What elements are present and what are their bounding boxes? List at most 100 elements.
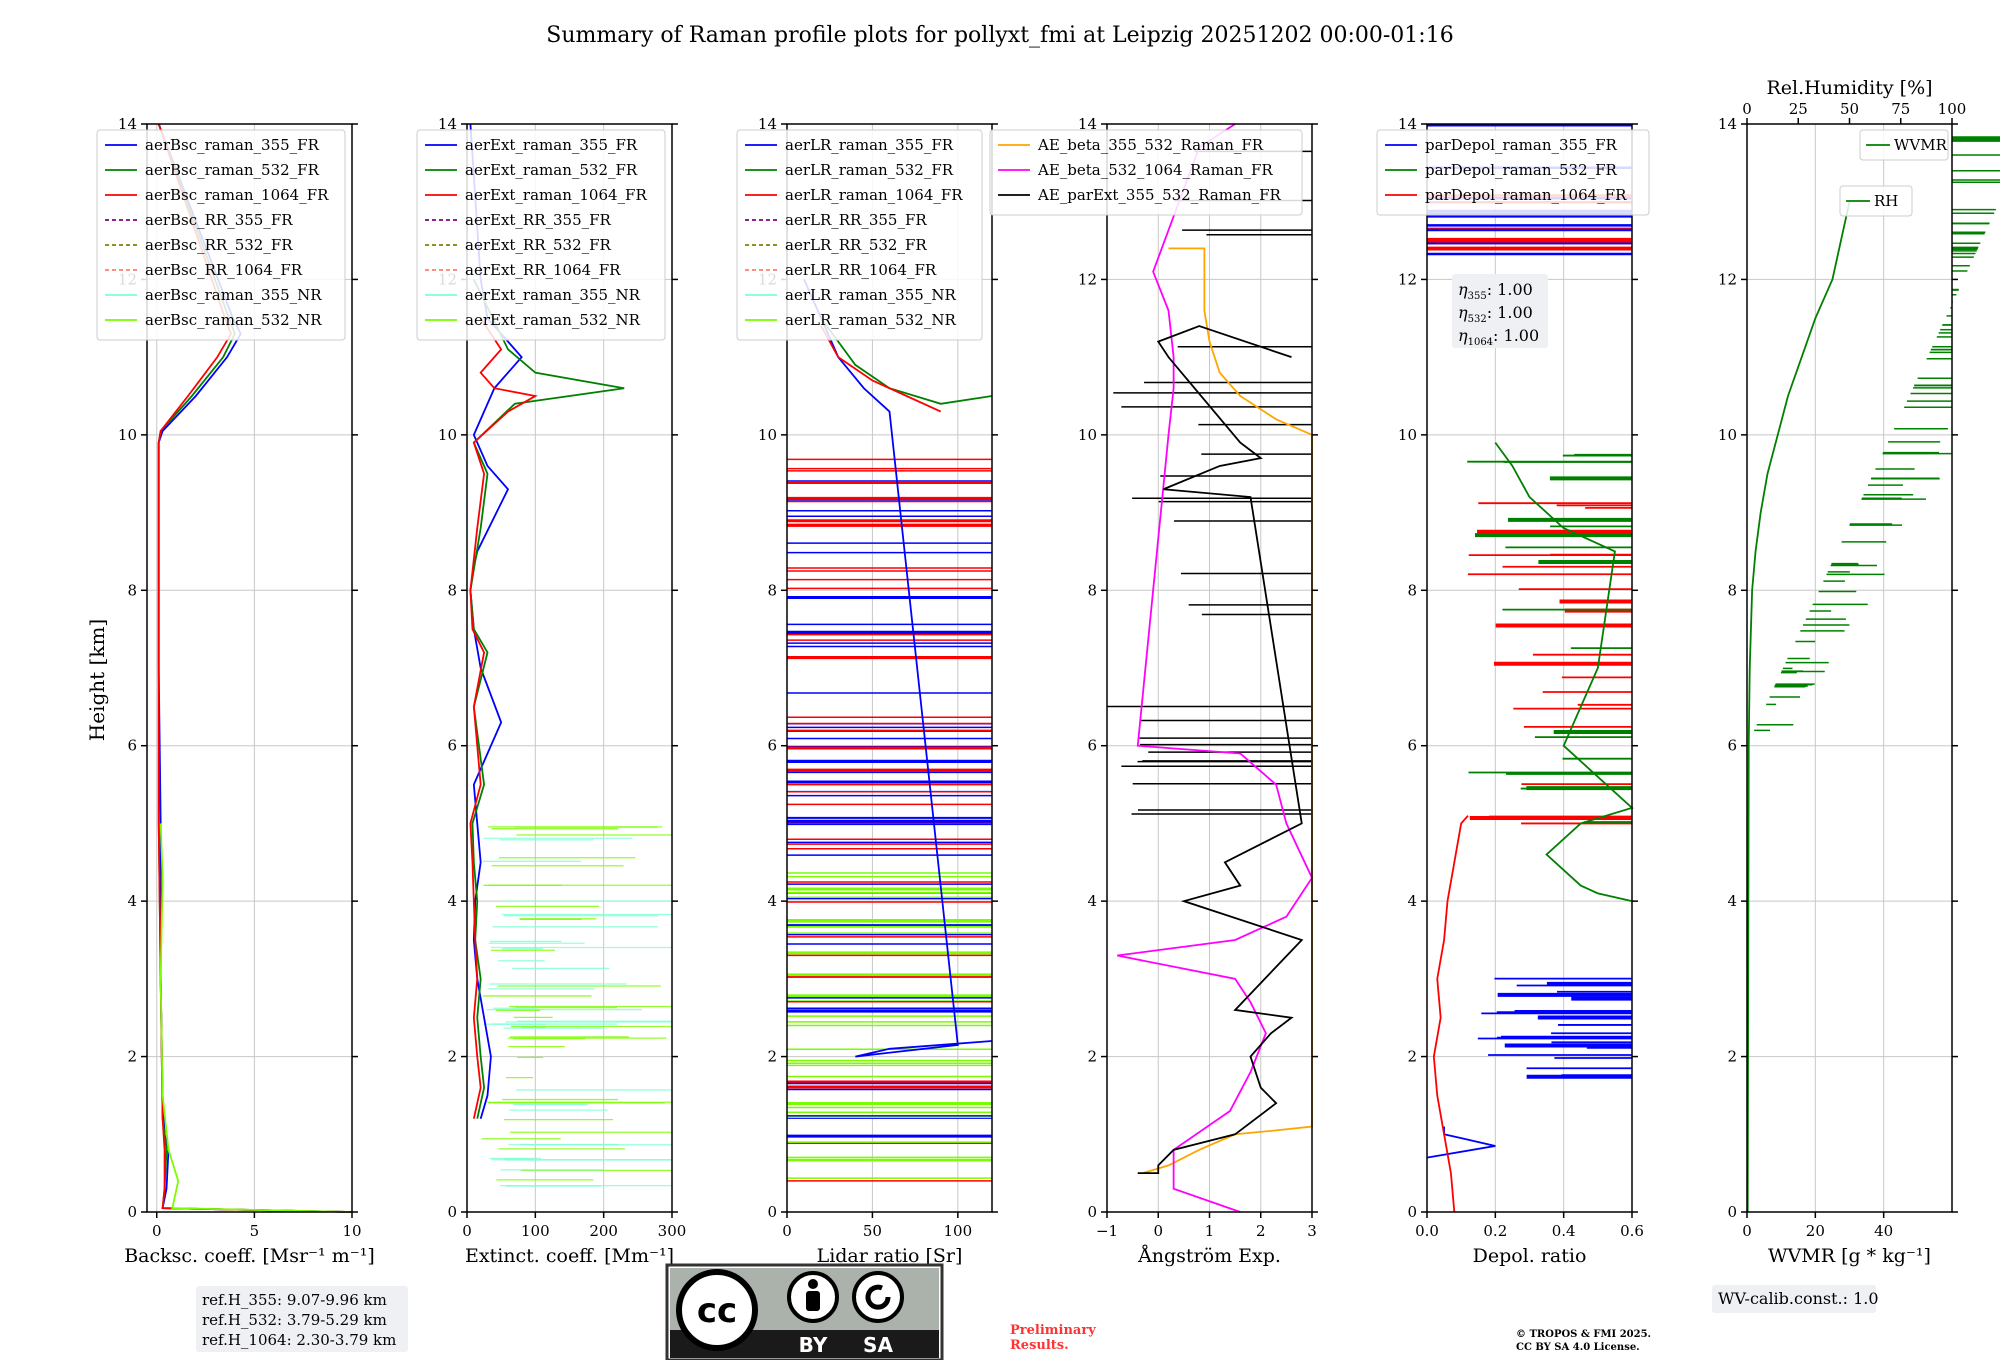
x-tick-label: 0.6 (1620, 1222, 1644, 1240)
y-tick-label: 10 (1398, 426, 1417, 444)
top-x-tick-label: 0 (1742, 100, 1752, 118)
y-tick-label: 2 (1087, 1048, 1097, 1066)
wv-calib-bg (1712, 1285, 1876, 1313)
y-tick-label: 12 (1078, 270, 1097, 288)
x-tick-label: 100 (944, 1222, 973, 1240)
series-parDepol_raman_1064_FR (1432, 815, 1469, 1213)
legend-box (989, 129, 1303, 216)
legend-label: aerExt_raman_355_NR (465, 286, 641, 304)
preliminary-line1: Preliminary (1010, 1323, 1096, 1338)
y-tick-label: 10 (1718, 426, 1737, 444)
legend-label: aerBsc_RR_355_FR (145, 211, 293, 229)
legend-label-rh: RH (1874, 192, 1898, 210)
y-tick-label: 4 (1407, 892, 1417, 910)
legend-label: AE_beta_532_1064_Raman_FR (1037, 161, 1273, 179)
legend-label: parDepol_raman_532_FR (1425, 161, 1618, 179)
y-tick-label: 2 (1727, 1048, 1737, 1066)
y-tick-label: 8 (127, 581, 137, 599)
y-tick-label: 14 (1078, 115, 1097, 133)
y-axis-label: Height [km] (85, 619, 109, 741)
y-tick-label: 12 (1398, 270, 1417, 288)
series-AE_beta_532_1064_Raman_FR (1117, 123, 1314, 1213)
x-axis-label: Depol. ratio (1473, 1245, 1587, 1267)
legend-label: AE_beta_355_532_Raman_FR (1037, 136, 1264, 154)
legend-label: aerExt_RR_1064_FR (465, 261, 621, 279)
legend-label: aerExt_raman_532_FR (465, 161, 638, 179)
y-tick-label: 10 (758, 426, 777, 444)
by-person-head (808, 1279, 818, 1289)
legend-label: aerBsc_RR_1064_FR (145, 261, 303, 279)
y-tick-label: 8 (447, 581, 457, 599)
legend-label: aerLR_raman_355_FR (785, 136, 954, 154)
series-aerBsc_raman_1064_FR (157, 123, 353, 1213)
axes-frame (466, 123, 673, 1213)
x-tick-label: 0 (1153, 1222, 1163, 1240)
sa-arrow-icon (865, 1284, 891, 1310)
x-tick-label: −1 (1096, 1222, 1118, 1240)
legend-label: parDepol_raman_355_FR (1425, 136, 1618, 154)
legend-box-rh (1839, 185, 1913, 217)
top-x-tick-label: 50 (1840, 100, 1859, 118)
x-tick-label: 1 (1205, 1222, 1215, 1240)
eta-355: η355: 1.00 (1458, 280, 1533, 302)
x-tick-label: 10 (342, 1222, 361, 1240)
x-tick-label: 200 (589, 1222, 618, 1240)
x-tick-label: 0.4 (1552, 1222, 1576, 1240)
cc-text: cc (697, 1291, 737, 1331)
legend-label: AE_parExt_355_532_Raman_FR (1037, 186, 1282, 204)
legend-label: aerLR_RR_355_FR (785, 211, 927, 229)
x-axis-label: Extinct. coeff. [Mm⁻¹] (465, 1245, 674, 1267)
y-tick-label: 4 (1087, 892, 1097, 910)
axes-frame (1426, 123, 1633, 1213)
figure-title: Summary of Raman profile plots for polly… (546, 23, 1453, 48)
legend-label: aerExt_RR_532_FR (465, 236, 612, 254)
legend-label: aerBsc_raman_355_FR (145, 136, 320, 154)
x-tick-label: 3 (1307, 1222, 1317, 1240)
by-person-body (806, 1291, 820, 1311)
x-tick-label: 0 (1742, 1222, 1752, 1240)
y-tick-label: 14 (1398, 115, 1417, 133)
axes-frame (146, 123, 353, 1213)
y-tick-label: 8 (1087, 581, 1097, 599)
top-x-tick-label: 25 (1789, 100, 1808, 118)
series-aerLR_raman_1064_FR (820, 325, 942, 413)
legend-label: aerLR_RR_1064_FR (785, 261, 937, 279)
y-tick-label: 6 (767, 737, 777, 755)
series-AE_beta_355_532_Raman_FR (1142, 247, 1313, 1175)
eta-box: η355: 1.00 η532: 1.00 η1064: 1.00 (1452, 274, 1548, 348)
y-tick-label: 2 (447, 1048, 457, 1066)
eta-1064: η1064: 1.00 (1458, 326, 1539, 348)
x-tick-label: 0 (782, 1222, 792, 1240)
series-aerBsc_raman_532_NR (159, 823, 353, 1213)
sa-share-icon (852, 1271, 904, 1323)
y-tick-label: 10 (438, 426, 457, 444)
y-tick-label: 6 (447, 737, 457, 755)
x-tick-label: 100 (521, 1222, 550, 1240)
series-WVMR (1746, 201, 1851, 1213)
y-tick-label: 6 (1727, 737, 1737, 755)
top-x-axis-label: Rel.Humidity [%] (1766, 77, 1932, 99)
y-tick-label: 4 (447, 892, 457, 910)
sa-label: SA (863, 1333, 893, 1357)
y-tick-label: 14 (118, 115, 137, 133)
cc-circle-icon (676, 1269, 758, 1351)
ref-height-box: ref.H_355: 9.07-9.96 km ref.H_532: 3.79-… (196, 1286, 408, 1352)
panels: 024681012140510Backsc. coeff. [Msr⁻¹ m⁻¹… (96, 77, 2000, 1267)
y-tick-label: 14 (1718, 115, 1737, 133)
y-tick-label: 6 (127, 737, 137, 755)
legend-label: aerLR_raman_355_NR (785, 286, 956, 304)
legend-label: aerExt_raman_1064_FR (465, 186, 647, 204)
x-tick-label: 5 (250, 1222, 260, 1240)
y-tick-label: 4 (127, 892, 137, 910)
x-tick-label: 300 (658, 1222, 687, 1240)
legend-label: aerBsc_raman_1064_FR (145, 186, 329, 204)
legend-box (736, 129, 983, 341)
x-tick-label: 0.0 (1415, 1222, 1439, 1240)
x-tick-label: 0 (462, 1222, 472, 1240)
ref-h-1064: ref.H_1064: 2.30-3.79 km (202, 1331, 396, 1349)
panel-5: 0 2 4 6 8 10 12 14 0.0 0.2 0.4 0.6 Depol. ratio parDe… (1376, 115, 1650, 1267)
legend-label: aerExt_raman_532_NR (465, 311, 641, 329)
legend-label: aerBsc_raman_532_NR (145, 311, 322, 329)
series-AE_parExt_355_532_Raman_FR (1137, 325, 1304, 1175)
